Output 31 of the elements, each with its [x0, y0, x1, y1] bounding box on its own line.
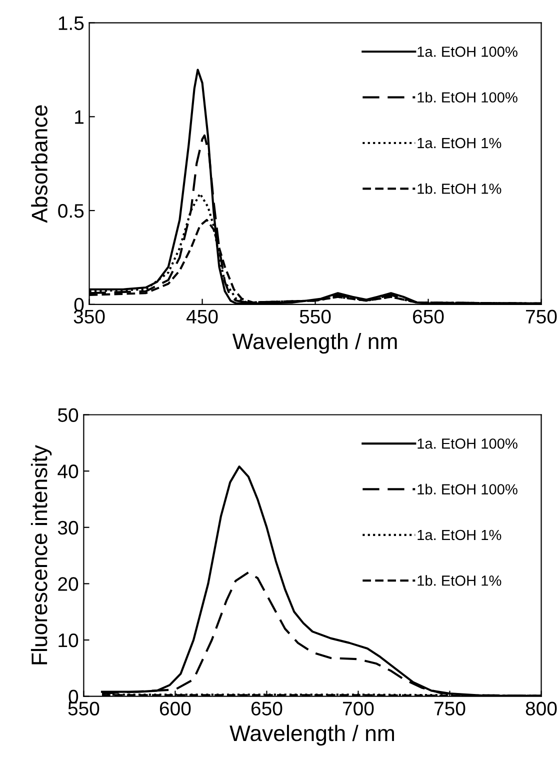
- y-axis-title: Absorbance: [31, 105, 48, 223]
- x-tick-label: 450: [186, 310, 218, 324]
- x-tick-label: 550: [68, 702, 100, 716]
- y-tick-label: 10: [58, 633, 78, 648]
- x-axis-title: Wavelength / nm: [230, 724, 394, 746]
- x-tick-label: 700: [343, 702, 374, 716]
- legend-label: 1a. EtOH 1%: [418, 138, 502, 148]
- y-tick-label: 30: [58, 520, 78, 535]
- y-tick-label: 0.5: [58, 204, 84, 218]
- y-tick-label: 20: [58, 577, 78, 591]
- y-tick-label: 1.5: [58, 16, 84, 30]
- x-tick-label: 350: [74, 310, 105, 324]
- x-tick-label: 750: [526, 310, 557, 324]
- x-tick-label: 650: [413, 310, 444, 324]
- legend-label: 1a. EtOH 100%: [418, 438, 518, 449]
- x-tick-label: 650: [251, 702, 282, 716]
- y-tick-label: 1: [75, 110, 84, 124]
- x-tick-label: 800: [526, 702, 557, 716]
- x-tick-label: 750: [434, 702, 466, 716]
- y-tick-label: 40: [58, 464, 78, 478]
- y-tick-label: 50: [58, 408, 78, 422]
- legend-label: 1b. EtOH 100%: [418, 484, 518, 494]
- x-tick-label: 550: [300, 310, 331, 324]
- legend-label: 1b. EtOH 100%: [418, 92, 518, 103]
- legend-label: 1a. EtOH 1%: [418, 530, 502, 540]
- legend-label: 1a. EtOH 100%: [418, 46, 518, 57]
- x-axis-title: Wavelength / nm: [232, 332, 397, 354]
- x-tick-label: 600: [160, 702, 191, 716]
- legend-label: 1b. EtOH 1%: [418, 575, 502, 586]
- legend-label: 1b. EtOH 1%: [418, 183, 502, 194]
- y-axis-title: Fluorescence intensity: [30, 445, 52, 664]
